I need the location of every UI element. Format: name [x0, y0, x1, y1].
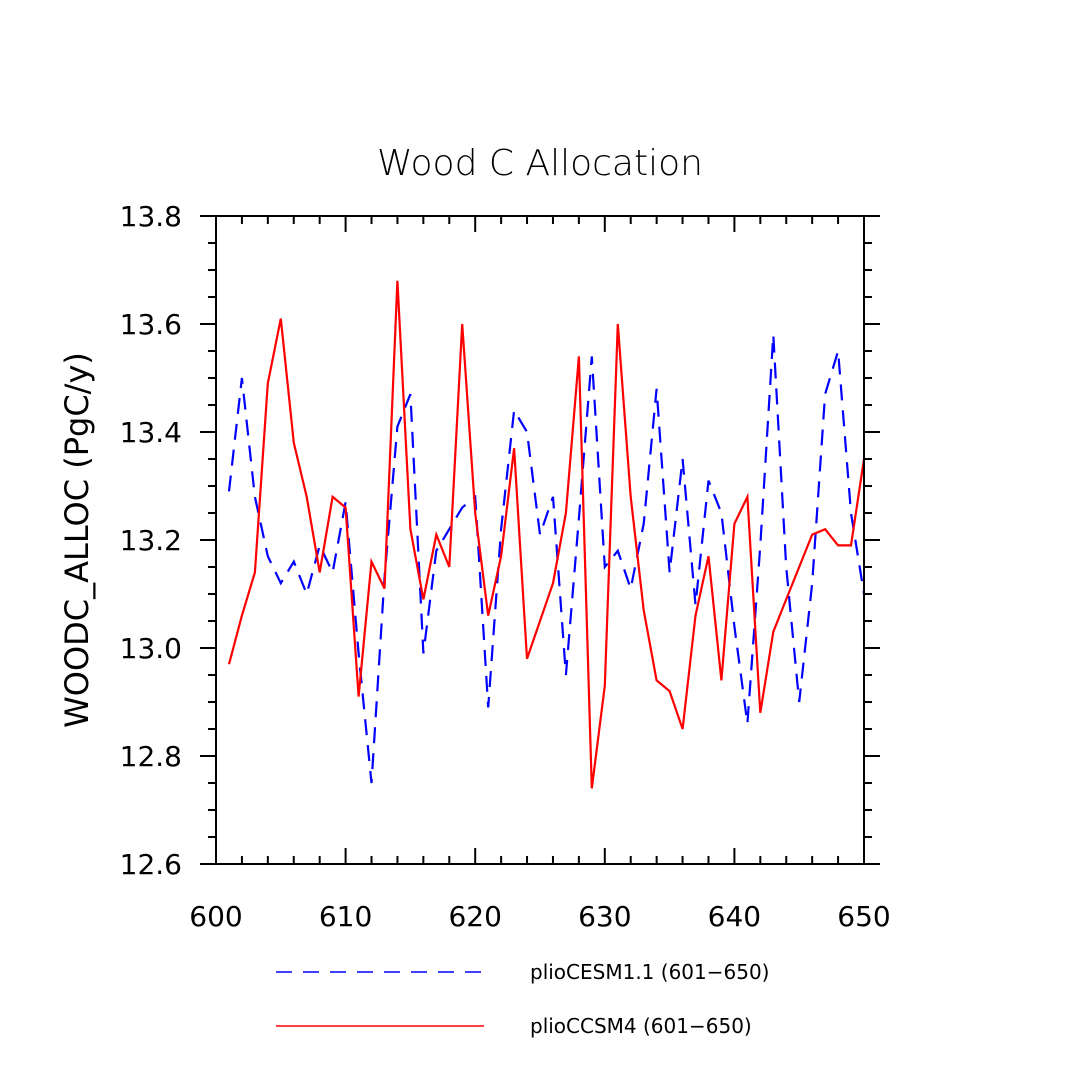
- y-tick-label: 13.0: [120, 632, 182, 665]
- plot-area: 600 610 620 630 640 650 12.612.813.013.213.41…: [120, 200, 891, 933]
- y-tick-labels: 12.6 12.8 13.0 13.2 13.4 13.6 13.8: [120, 200, 182, 881]
- x-tick-labels: 600 610 620 630 640 650: [189, 900, 890, 933]
- legend: plioCESM1.1 (601−650) plioCCSM4 (601−650): [276, 960, 769, 1038]
- x-tick-label: 640: [708, 900, 761, 933]
- y-tick-label: 12.8: [120, 740, 182, 773]
- y-tick-label: 13.4: [120, 416, 182, 449]
- series-line-2: [227, 280, 866, 789]
- x-tick-label: 630: [578, 900, 631, 933]
- x-tick-label: 620: [448, 900, 501, 933]
- x-tick-label: 650: [837, 900, 890, 933]
- x-tick-label: 600: [189, 900, 242, 933]
- series-layer: [227, 280, 866, 789]
- y-tick-label: 13.6: [120, 308, 182, 341]
- legend-label-2: plioCCSM4 (601−650): [530, 1014, 752, 1038]
- legend-label-1: plioCESM1.1 (601−650): [530, 960, 769, 984]
- ticks-layer: [200, 215, 880, 865]
- x-tick-label: 610: [319, 900, 372, 933]
- y-tick-label: 13.2: [120, 524, 182, 557]
- y-tick-label: 12.6: [120, 848, 182, 881]
- series-line-1: [227, 334, 866, 784]
- chart-title: Wood C Allocation: [377, 143, 703, 184]
- y-tick-label: 13.8: [120, 200, 182, 233]
- y-axis-title: WOODC_ALLOC (PgC/y): [58, 352, 96, 728]
